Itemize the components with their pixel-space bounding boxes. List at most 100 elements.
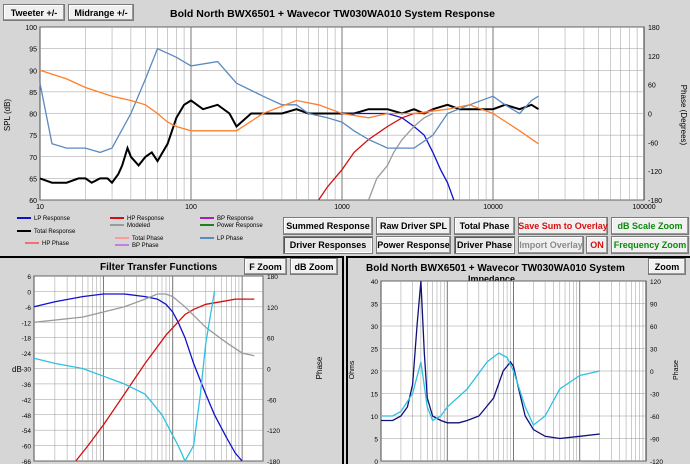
y-tick-label: 10: [371, 414, 379, 421]
y2-tick-label: 180: [648, 25, 660, 32]
db-scale-zoom-button[interactable]: dB Scale Zoom: [611, 217, 689, 235]
y-tick-label: 100: [25, 25, 37, 32]
legend-item: HP Phase: [25, 241, 69, 247]
y-tick-label: 5: [374, 437, 378, 444]
main-chart-title: Bold North BWX6501 + Wavecor TW030WA010 …: [170, 8, 495, 20]
legend-item: Modeled: [110, 223, 150, 229]
y2-tick-label: -60: [650, 414, 660, 421]
y-tick-label: 30: [371, 324, 379, 331]
midrange-toggle-button[interactable]: Midrange +/-: [68, 4, 134, 21]
x-tick-label: 100000: [632, 204, 655, 211]
summed-response-button[interactable]: Summed Response: [283, 217, 373, 235]
y2-tick-label: 60: [648, 83, 656, 90]
y2-tick-label: -120: [648, 169, 662, 176]
x-tick-label: 10: [36, 204, 44, 211]
db-zoom-button[interactable]: dB Zoom: [290, 258, 338, 275]
y2-axis: -180 -120 -60 0 60 120 180: [648, 25, 662, 205]
legend-item: Total Response: [17, 229, 75, 235]
y-tick-label: 0: [27, 289, 31, 296]
y2-tick-label: -180: [267, 459, 280, 464]
y2-tick-label: -90: [650, 437, 660, 444]
series-line: [75, 298, 255, 462]
total-phase-button[interactable]: Total Phase: [454, 217, 515, 235]
driver-phase-button[interactable]: Driver Phase: [454, 236, 515, 254]
frequency-zoom-button[interactable]: Frequency Zoom: [611, 236, 689, 254]
series-group: [33, 291, 255, 463]
impedance-title-2: Impedance: [468, 274, 516, 284]
raw-driver-spl-button[interactable]: Raw Driver SPL: [376, 217, 451, 235]
y-tick-label: 40: [371, 279, 379, 286]
y-axis: 0 5 10 15 20 25 30 35 40: [371, 279, 379, 464]
legend-item: HP Response: [110, 216, 164, 222]
y2-axis: -120 -90 -60 -30 0 30 60 90 120: [650, 279, 663, 464]
tweeter-toggle-button[interactable]: Tweeter +/-: [3, 4, 65, 21]
driver-responses-button[interactable]: Driver Responses: [283, 236, 373, 254]
y-tick-label: -42: [22, 397, 32, 404]
x-tick-label: 1000: [334, 204, 350, 211]
y2-tick-label: -120: [267, 428, 280, 435]
y2-tick-label: -120: [650, 459, 663, 464]
y-axis: 6 0 -6 -12 -18 -24 -30 -36 -42 -48 -54 -60 -66: [22, 274, 32, 464]
y2-tick-label: -30: [650, 392, 660, 399]
y-tick-label: -30: [22, 367, 32, 374]
y-tick-label: 35: [371, 302, 379, 309]
y2-tick-label: -60: [648, 140, 658, 147]
legend-item: Total Phase: [115, 236, 163, 242]
y2-tick-label: 0: [267, 367, 271, 374]
series-line: [367, 112, 434, 201]
series-line: [39, 99, 540, 185]
y-tick-label: 85: [29, 90, 37, 97]
y-tick-label: 90: [29, 68, 37, 75]
y-tick-label: -36: [22, 382, 32, 389]
impedance-chart: 0 5 10 15 20 25 30 35 40 -120 -90 -60 -30 0 30 60 90 120…: [349, 279, 680, 464]
y-axis: 60 65 70 75 80 85 90 95 100: [25, 25, 37, 205]
f-zoom-button[interactable]: F Zoom: [244, 258, 287, 275]
y2-tick-label: 120: [650, 279, 661, 286]
y2-axis: 180 120 60 0 -60 -120 -180: [267, 274, 280, 464]
y2-tick-label: 0: [648, 112, 652, 119]
main-y2label: Phase (Degrees): [679, 85, 688, 146]
import-overlay-button[interactable]: Import Overlay: [518, 236, 584, 254]
legend-item: BP Phase: [115, 243, 159, 249]
y-tick-label: -12: [22, 320, 32, 327]
y-tick-label: -24: [22, 351, 32, 358]
y2-tick-label: -180: [648, 198, 662, 205]
power-response-button[interactable]: Power Response: [376, 236, 451, 254]
y-tick-label: 6: [27, 274, 31, 281]
impedance-zoom-button[interactable]: Zoom: [648, 258, 686, 275]
grid: [380, 280, 646, 462]
filter-ylabel: dB: [12, 365, 22, 374]
filter-transfer-chart: 60-6-12-18-24-30-36-42-48-54-60-66 18012…: [12, 274, 324, 464]
legend-item: BP Response: [200, 216, 254, 222]
y-tick-label: 95: [29, 47, 37, 54]
main-ylabel: SPL (dB): [3, 99, 12, 131]
impedance-title-1: Bold North BWX6501 + Wavecor TW030WA010 …: [366, 263, 625, 274]
y2-tick-label: -60: [267, 397, 277, 404]
y-tick-label: -54: [22, 428, 32, 435]
y-tick-label: -18: [22, 336, 32, 343]
y-tick-label: 15: [371, 392, 379, 399]
y-tick-label: 60: [29, 198, 37, 205]
grid: [33, 275, 264, 462]
series-line: [39, 69, 539, 145]
y-tick-label: 75: [29, 133, 37, 140]
y2-tick-label: 90: [650, 302, 658, 309]
y-tick-label: -48: [22, 413, 32, 420]
y2-tick-label: 60: [267, 336, 275, 343]
y-tick-label: 0: [374, 459, 378, 464]
series-line: [381, 352, 600, 427]
y2-tick-label: 30: [650, 347, 658, 354]
system-response-chart: 60 65 70 75 80 85 90 95 100 -180 -120 -60 0 60 120 180…: [3, 25, 688, 211]
save-sum-overlay-button[interactable]: Save Sum to Overlay: [518, 217, 608, 235]
series-line: [33, 293, 243, 462]
y-tick-label: -6: [25, 305, 31, 312]
series-line: [342, 112, 455, 201]
series-line: [381, 280, 600, 440]
y2-tick-label: 60: [650, 324, 658, 331]
x-tick-label: 10000: [483, 204, 503, 211]
y-tick-label: 80: [29, 112, 37, 119]
y-tick-label: -66: [22, 459, 32, 464]
series-line: [33, 291, 216, 463]
overlay-on-button[interactable]: ON: [586, 236, 608, 254]
y-tick-label: 65: [29, 176, 37, 183]
